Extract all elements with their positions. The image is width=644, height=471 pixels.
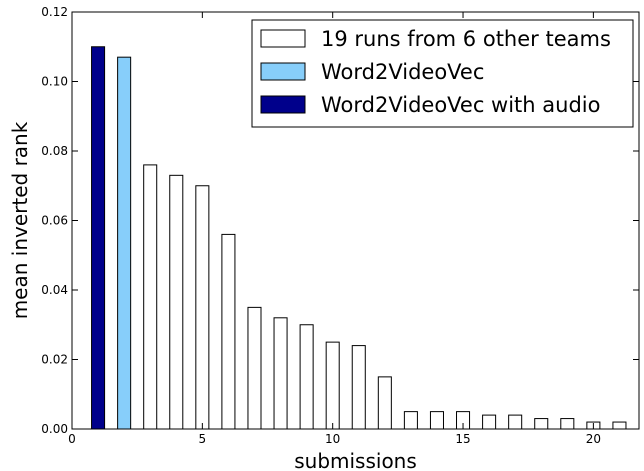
bar-series-0-x9 [299,324,314,430]
legend-label-word2videovec: Word2VideoVec [321,60,484,84]
bar-series-0-x5 [195,185,210,430]
y-tick-label: 0.04 [41,283,68,297]
y-tick-label: 0.06 [41,214,68,228]
x-tick-label: 15 [455,432,470,446]
bar-series-1-x2 [117,56,132,430]
legend-swatch-word2videovec-audio [260,95,306,114]
legend-swatch-others [260,29,306,48]
bar-series-0-x19 [560,418,575,430]
bar-series-0-x18 [534,418,549,430]
bar-series-0-x10 [325,341,340,430]
x-tick-label: 10 [325,432,340,446]
y-tick-label: 0.02 [41,353,68,367]
x-tick-label: 5 [199,432,207,446]
bar-series-0-x4 [169,174,184,430]
legend-label-word2videovec-audio: Word2VideoVec with audio [321,93,600,117]
bar-series-0-x11 [351,345,366,430]
y-tick-label: 0.00 [41,422,68,436]
x-tick-label: 20 [586,432,601,446]
bar-series-0-x8 [273,317,288,430]
legend-label-others: 19 runs from 6 other teams [321,27,611,51]
y-tick-label: 0.08 [41,144,68,158]
bar-series-0-x12 [377,376,392,430]
bar-series-0-x17 [508,414,523,430]
y-axis-label: mean inverted rank [8,121,32,319]
bar-series-0-x6 [221,233,236,430]
bars-layer [91,46,627,430]
legend: 19 runs from 6 other teams Word2VideoVec… [251,19,634,128]
bar-series-0-x14 [429,411,444,430]
x-axis-label: submissions [294,449,417,471]
x-tick-label: 0 [68,432,76,446]
ticks-layer: 0 5 10 15 20 0.00 0.02 0.04 0.06 0.08 0.10 0.12 [41,5,639,446]
y-tick-label: 0.12 [41,5,68,19]
bar-series-0-x21 [612,421,627,430]
bar-series-0-x16 [482,414,497,430]
y-tick-label: 0.10 [41,75,68,89]
bar-series-0-x3 [143,164,158,430]
bar-series-0-x7 [247,306,262,430]
bar-series-0-x13 [403,411,418,430]
legend-swatch-word2videovec [260,62,306,81]
legend-frame [251,19,634,128]
bar-series-2-x1 [91,46,106,430]
